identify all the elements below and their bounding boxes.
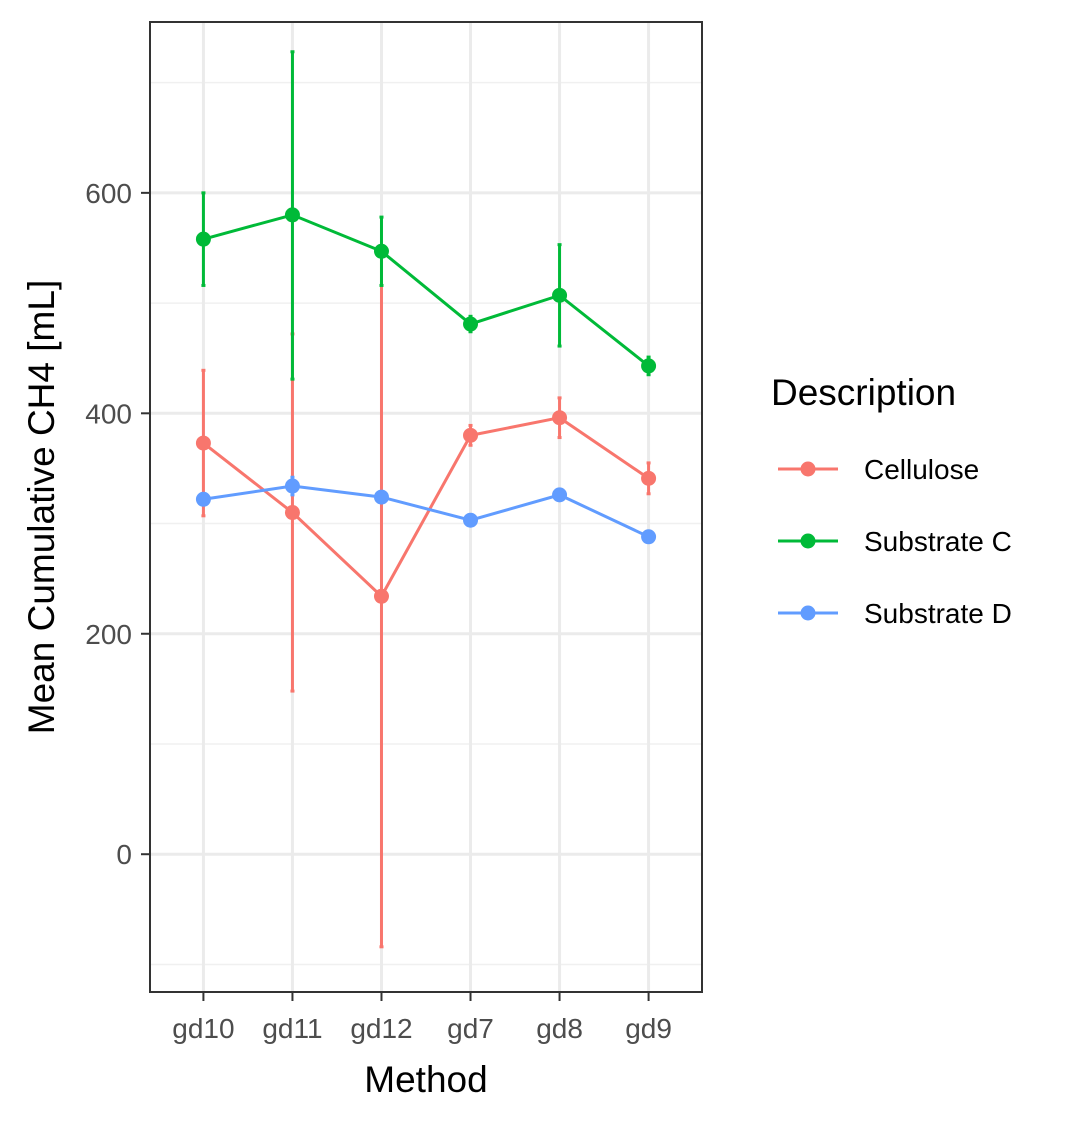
legend-label: Substrate C [864,526,1012,557]
data-point [641,358,657,374]
legend-key-point [800,533,816,549]
data-point [373,489,389,505]
data-point [641,529,657,545]
y-axis: 0 200 400 600 [85,178,150,870]
legend-key-point [800,461,816,477]
series-line [203,484,650,539]
data-point [195,231,211,247]
series-substrate-c [195,50,657,381]
panel-background [150,22,702,992]
legend-title: Description [771,372,956,413]
data-point [373,588,389,604]
x-tick-label: gd11 [262,1013,322,1044]
legend-label: Cellulose [864,454,979,485]
x-tick-label: gd9 [625,1013,672,1044]
series-layer [195,50,657,949]
data-point [463,316,479,332]
data-point [284,505,300,521]
panel-border [149,21,703,993]
legend-item: Substrate C [778,526,1012,557]
data-point [552,287,568,303]
x-axis-title: Method [364,1059,487,1100]
legend-key-point [800,605,816,621]
legend-item: Substrate D [778,598,1012,629]
x-axis: gd10 gd11 gd12 gd7 gd8 gd9 [172,992,672,1044]
data-point [284,478,300,494]
plot-panel [149,21,703,993]
data-point [195,435,211,451]
data-point [284,207,300,223]
data-point [463,512,479,528]
data-point [463,427,479,443]
y-tick-label: 0 [116,839,132,870]
series-substrate-d [195,475,657,545]
series-line [202,416,650,599]
data-point [195,491,211,507]
x-tick-label: gd12 [350,1013,412,1044]
legend-label: Substrate D [864,598,1012,629]
x-tick-label: gd10 [172,1013,234,1044]
y-tick-label: 400 [85,398,132,429]
data-point [552,487,568,503]
data-point [641,470,657,486]
legend: Description Cellulose Substrate C Substrat… [771,372,1012,629]
data-point [373,243,389,259]
series-line [203,213,650,368]
x-tick-label: gd7 [447,1013,494,1044]
x-tick-label: gd8 [536,1013,583,1044]
data-point [552,410,568,426]
y-tick-label: 200 [85,619,132,650]
legend-item: Cellulose [778,454,979,485]
y-axis-title: Mean Cumulative CH4 [mL] [21,280,62,734]
y-tick-label: 600 [85,178,132,209]
